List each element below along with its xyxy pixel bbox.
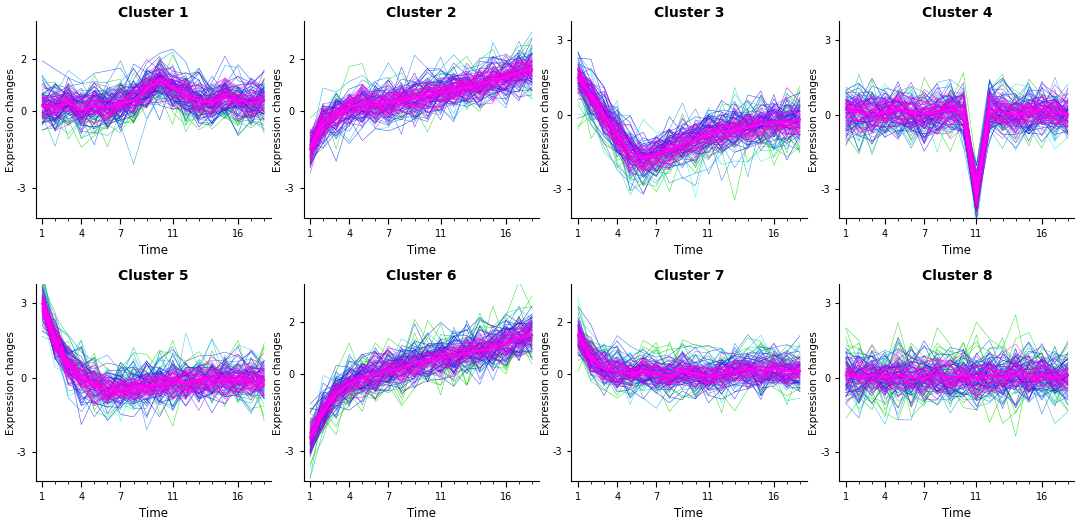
X-axis label: Time: Time [406, 508, 435, 520]
X-axis label: Time: Time [675, 245, 703, 257]
Title: Cluster 3: Cluster 3 [653, 6, 725, 19]
Y-axis label: Expression changes: Expression changes [541, 68, 552, 171]
Title: Cluster 2: Cluster 2 [386, 6, 457, 19]
Y-axis label: Expression changes: Expression changes [809, 331, 820, 434]
X-axis label: Time: Time [406, 245, 435, 257]
X-axis label: Time: Time [138, 508, 167, 520]
Title: Cluster 8: Cluster 8 [921, 269, 993, 282]
Y-axis label: Expression changes: Expression changes [541, 331, 552, 434]
Y-axis label: Expression changes: Expression changes [5, 331, 15, 434]
Y-axis label: Expression changes: Expression changes [5, 68, 15, 171]
Title: Cluster 6: Cluster 6 [386, 269, 457, 282]
Y-axis label: Expression changes: Expression changes [809, 68, 820, 171]
Title: Cluster 7: Cluster 7 [653, 269, 725, 282]
X-axis label: Time: Time [943, 245, 971, 257]
X-axis label: Time: Time [675, 508, 703, 520]
Title: Cluster 1: Cluster 1 [118, 6, 188, 19]
Title: Cluster 4: Cluster 4 [921, 6, 993, 19]
X-axis label: Time: Time [138, 245, 167, 257]
Title: Cluster 5: Cluster 5 [118, 269, 188, 282]
Y-axis label: Expression changes: Expression changes [273, 331, 283, 434]
X-axis label: Time: Time [943, 508, 971, 520]
Y-axis label: Expression changes: Expression changes [273, 68, 283, 171]
